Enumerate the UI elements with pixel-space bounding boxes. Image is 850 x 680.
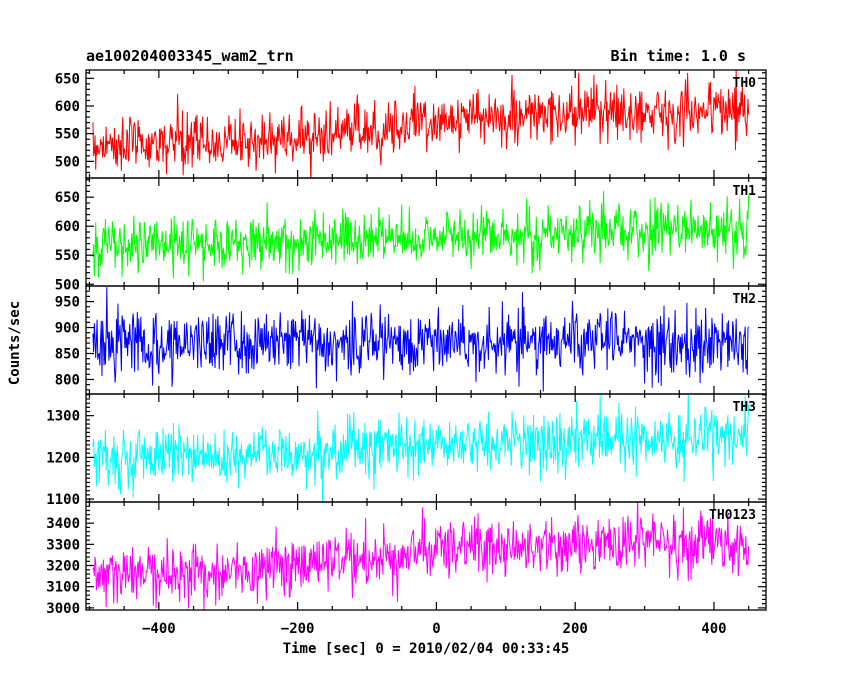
y-tick-label: 1100: [46, 492, 80, 508]
panel-th2: 800 850 900 950 TH2: [55, 285, 767, 395]
series-line-th3: [92, 394, 750, 502]
panel-label: TH0: [733, 76, 757, 91]
y-tick-label: 950: [55, 295, 80, 311]
y-tick-label: 500: [55, 277, 80, 293]
y-axis-label: Counts/sec: [7, 301, 23, 385]
y-tick-label: 3000: [46, 601, 80, 617]
series-line-th0123: [92, 502, 750, 610]
panel-th0: 500 550 600 650 TH0: [55, 69, 767, 179]
series-line-th1: [92, 191, 750, 282]
y-tick-label: 650: [55, 71, 80, 87]
y-tick-label: 800: [55, 372, 80, 388]
y-tick-label: 1200: [46, 450, 80, 466]
y-tick-label: 600: [55, 219, 80, 235]
y-tick-label: 3300: [46, 537, 80, 553]
y-tick-label: 550: [55, 127, 80, 143]
y-tick-label: 550: [55, 248, 80, 264]
x-axis-label: Time [sec] 0 = 2010/02/04 00:33:45: [283, 641, 570, 657]
panel-th0123: 3000 3100 3200 3300 3400 TH0123: [46, 501, 767, 617]
series-line-th2: [92, 287, 750, 392]
y-tick-label: 3100: [46, 580, 80, 596]
panel-frame: [85, 501, 767, 611]
x-tick-label: 0: [432, 621, 440, 637]
y-tick-label: 3400: [46, 516, 80, 532]
x-tick-label: 400: [701, 621, 726, 637]
panel-label: TH3: [733, 400, 756, 415]
x-tick-label: −400: [142, 621, 176, 637]
plot-title: ae100204003345_wam2_trn: [86, 47, 294, 65]
panel-stack: 500 550 600 650 TH0 500 550 600 650 TH1 800 850 900 9…: [46, 69, 767, 617]
y-tick-label: 3200: [46, 559, 80, 575]
panel-label: TH0123: [709, 508, 756, 523]
x-tick-labels: −400 −200 0 200 400: [142, 621, 727, 637]
panel-label: TH1: [733, 184, 757, 199]
x-tick-label: −200: [281, 621, 315, 637]
panel-th1: 500 550 600 650 TH1: [55, 177, 767, 293]
panel-label: TH2: [733, 292, 756, 307]
y-tick-label: 600: [55, 99, 80, 115]
x-tick-label: 200: [563, 621, 588, 637]
bin-time-label: Bin time: 1.0 s: [611, 47, 746, 65]
y-tick-label: 500: [55, 154, 80, 170]
panel-th3: 1100 1200 1300 TH3: [46, 393, 767, 508]
y-tick-label: 650: [55, 190, 80, 206]
y-tick-label: 850: [55, 347, 80, 363]
y-tick-label: 900: [55, 321, 80, 337]
series-line-th0: [92, 70, 750, 178]
y-tick-label: 1300: [46, 409, 80, 425]
